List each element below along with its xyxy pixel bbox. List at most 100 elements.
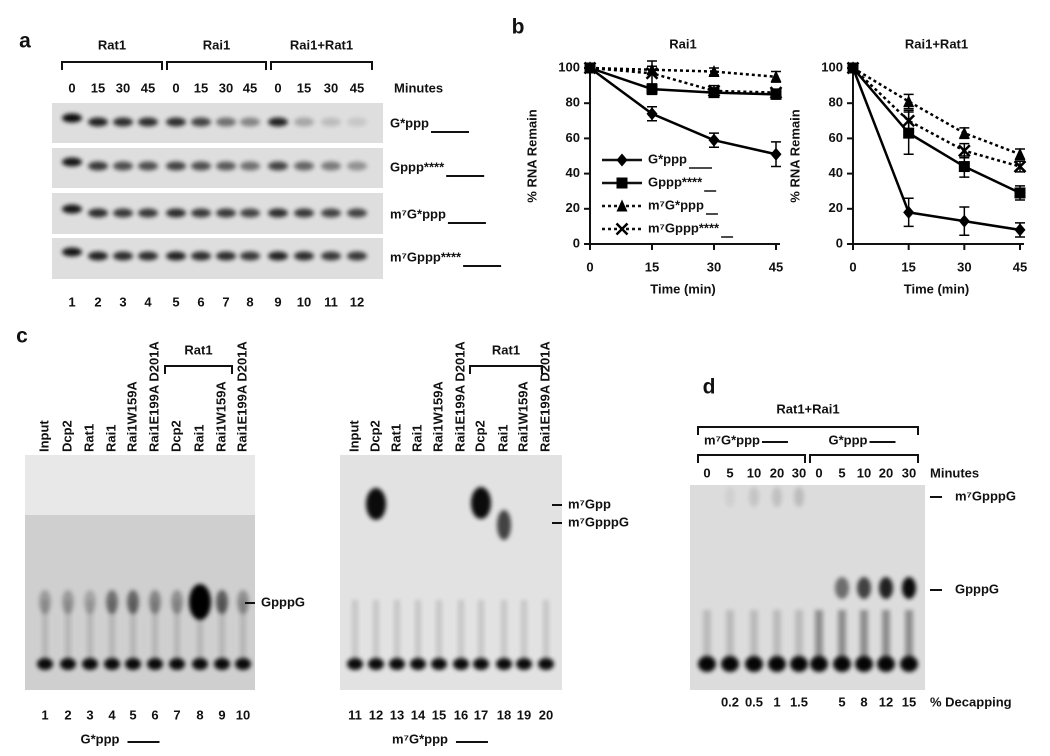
y-tick-label: 100 xyxy=(821,59,843,74)
lane-label: Rai1W159A xyxy=(213,381,228,452)
minute-label: 20 xyxy=(879,465,893,480)
marker xyxy=(903,94,915,107)
lane-label: Rai1E199A D201A xyxy=(452,341,467,452)
lane-label: Dcp2 xyxy=(472,420,487,452)
group-label: Rat1 xyxy=(98,37,126,52)
gel-streak xyxy=(543,600,549,660)
gel-band xyxy=(268,251,288,261)
bracket xyxy=(809,454,919,463)
band-label: m⁷GpppG xyxy=(955,488,1016,503)
panel-label: b xyxy=(512,16,525,39)
decapping-value: 1 xyxy=(773,694,780,709)
gel-band xyxy=(138,161,158,171)
gel-band xyxy=(347,658,363,670)
lane-number: 5 xyxy=(129,707,136,722)
subgroup-label: m⁷G*ppp xyxy=(704,432,760,447)
y-tick-label: 0 xyxy=(573,235,580,250)
band-label: m⁷Gpp xyxy=(568,496,611,511)
marker xyxy=(583,61,597,75)
marker xyxy=(645,66,659,80)
minute-label: 5 xyxy=(726,465,733,480)
bracket xyxy=(469,365,543,374)
x-tick-label: 15 xyxy=(645,259,659,274)
marker xyxy=(1014,223,1026,237)
gel-band xyxy=(347,208,367,218)
row-label: m⁷G*ppp xyxy=(390,206,446,221)
y-tick-label: 100 xyxy=(558,59,580,74)
gel-band xyxy=(855,656,873,672)
gel-band xyxy=(104,658,120,670)
gel-band xyxy=(237,590,249,614)
x-tick-label: 45 xyxy=(769,259,783,274)
chart-title: Rai1 xyxy=(669,36,696,51)
minute-label: 15 xyxy=(194,80,208,95)
lane-number: 8 xyxy=(196,707,203,722)
lane-label: Rai1E199A D201A xyxy=(537,341,552,452)
minute-label: 10 xyxy=(747,465,761,480)
lane-label: Rai1W159A xyxy=(124,381,139,452)
legend-marker xyxy=(616,199,628,212)
y-tick-label: 40 xyxy=(566,165,580,180)
bracket xyxy=(166,61,267,70)
marker xyxy=(1014,147,1026,160)
x-tick-label: 30 xyxy=(707,259,721,274)
gel-band xyxy=(216,590,228,614)
series-line xyxy=(589,66,777,94)
bracket xyxy=(697,426,919,435)
minute-label: 20 xyxy=(770,465,784,480)
gel-streak xyxy=(130,600,136,660)
gel-band xyxy=(214,658,230,670)
panel-label: d xyxy=(703,376,716,399)
lane-number: 14 xyxy=(411,707,426,722)
gel-band xyxy=(321,251,341,261)
gel-band xyxy=(216,208,236,218)
gel-streak xyxy=(42,600,48,660)
lane-number: 1 xyxy=(68,294,75,309)
gel-band xyxy=(138,251,158,261)
gel-band xyxy=(216,251,236,261)
marker xyxy=(902,114,916,128)
lane-label: Rai1E199A D201A xyxy=(234,341,249,452)
gel-band xyxy=(62,590,74,614)
series-line xyxy=(852,66,1021,156)
series-line xyxy=(852,67,1021,195)
panel-label: a xyxy=(19,30,31,53)
lane-number: 9 xyxy=(274,294,281,309)
gel-band xyxy=(368,658,384,670)
marker xyxy=(708,133,720,147)
gel-band xyxy=(189,584,211,620)
chart-title: Rai1+Rat1 xyxy=(905,36,968,51)
gel-band xyxy=(857,577,871,599)
row-label: Gppp**** xyxy=(390,159,445,174)
gel-band xyxy=(471,487,491,519)
gel-band xyxy=(835,577,849,599)
gel-band xyxy=(497,510,511,540)
marker xyxy=(903,205,915,219)
gel-band xyxy=(410,658,426,670)
gel-streak xyxy=(109,600,115,660)
minute-label: 15 xyxy=(91,80,105,95)
gel-streak xyxy=(87,600,93,660)
gel-band xyxy=(877,656,895,672)
gel-band xyxy=(138,208,158,218)
gel-band xyxy=(147,658,163,670)
marker xyxy=(770,147,782,161)
lane-number: 20 xyxy=(539,707,553,722)
x-tick-label: 15 xyxy=(901,259,915,274)
gel-band xyxy=(166,251,186,261)
gel-band xyxy=(169,658,185,670)
lane-number: 2 xyxy=(64,707,71,722)
series-line xyxy=(589,66,777,156)
y-tick-label: 0 xyxy=(836,235,843,250)
gel-streak xyxy=(65,600,71,660)
gel-streak xyxy=(436,600,442,660)
decapping-value: 0.2 xyxy=(721,694,739,709)
lane-number: 10 xyxy=(297,294,311,309)
gel-band xyxy=(113,251,133,261)
gel-band xyxy=(698,656,716,672)
gel-band xyxy=(127,590,139,614)
gel-band xyxy=(453,658,469,670)
decapping-label: % Decapping xyxy=(930,694,1012,709)
decapping-value: 5 xyxy=(838,694,845,709)
gel-band xyxy=(745,656,763,672)
